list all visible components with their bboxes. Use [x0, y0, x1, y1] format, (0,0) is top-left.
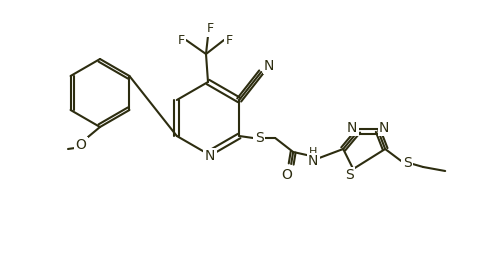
Text: N: N: [308, 154, 318, 168]
Text: N: N: [264, 59, 274, 73]
Text: N: N: [204, 149, 215, 163]
Text: F: F: [206, 23, 213, 35]
Text: S: S: [255, 131, 263, 145]
Text: N: N: [346, 121, 357, 135]
Text: N: N: [378, 121, 389, 135]
Text: F: F: [177, 34, 184, 47]
Text: O: O: [76, 138, 86, 152]
Text: O: O: [281, 168, 292, 182]
Text: S: S: [402, 156, 411, 170]
Text: H: H: [309, 147, 317, 157]
Text: S: S: [344, 168, 353, 182]
Text: F: F: [225, 34, 232, 47]
